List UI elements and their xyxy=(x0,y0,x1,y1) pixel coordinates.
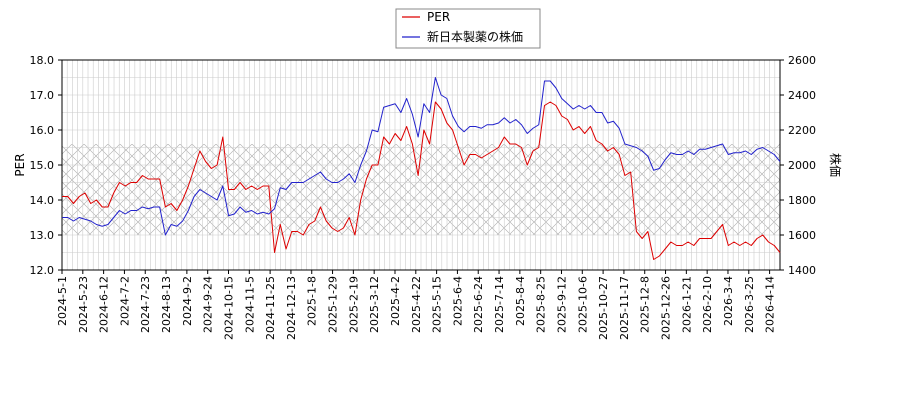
legend-box xyxy=(395,8,541,49)
x-tick-label: 2025-1-29 xyxy=(327,276,340,333)
x-tick-label: 2025-8-25 xyxy=(535,276,548,333)
x-tick-label: 2024-6-12 xyxy=(98,276,111,333)
per-series-line xyxy=(62,101,781,260)
x-tick-label: 2026-3-4 xyxy=(722,276,735,326)
x-tick-label: 2024-12-13 xyxy=(285,276,298,340)
x-tick-label: 2025-3-12 xyxy=(368,276,381,333)
y-left-tick-label: 17.0 xyxy=(30,89,55,102)
x-tick-label: 2025-6-24 xyxy=(472,276,485,333)
x-tick-label: 2024-9-24 xyxy=(202,276,215,333)
x-tick-label: 2025-8-4 xyxy=(514,276,527,326)
x-tick-label: 2024-11-25 xyxy=(264,276,277,340)
y-left-axis-label: PER xyxy=(13,153,27,176)
x-tick-label: 2026-4-14 xyxy=(764,276,777,333)
x-tick-label: 2025-12-8 xyxy=(639,276,652,333)
price-series-line xyxy=(62,77,781,236)
x-tick-label: 2024-5-23 xyxy=(77,276,90,333)
y-left-tick-label: 13.0 xyxy=(30,229,55,242)
y-right-tick-label: 2400 xyxy=(788,89,816,102)
y-right-tick-label: 2600 xyxy=(788,54,816,67)
y-right-axis-label: 株価 xyxy=(828,153,843,177)
x-tick-label: 2024-9-2 xyxy=(181,276,194,326)
x-tick-label: 2024-5-1 xyxy=(56,276,69,326)
x-tick-label: 2025-12-26 xyxy=(660,276,673,340)
x-tick-label: 2025-7-14 xyxy=(493,276,506,333)
x-tick-label: 2024-8-13 xyxy=(160,276,173,333)
x-tick-label: 2025-1-8 xyxy=(306,276,319,326)
legend: PER 新日本製薬の株価 xyxy=(395,8,541,49)
y-right-tick-label: 2000 xyxy=(788,159,816,172)
x-tick-label: 2025-9-12 xyxy=(555,276,568,333)
y-right-tick-label: 1400 xyxy=(788,264,816,277)
y-right-tick-label: 1600 xyxy=(788,229,816,242)
legend-label-per: PER xyxy=(427,10,450,24)
x-tick-label: 2025-10-27 xyxy=(597,276,610,340)
y-right-tick-label: 2200 xyxy=(788,124,816,137)
x-tick-label: 2026-2-10 xyxy=(701,276,714,333)
y-left-tick-label: 12.0 xyxy=(30,264,55,277)
plot-area: 12.0 13.0 14.0 15.0 16.0 17.0 18.0 1400 1600 1800… xyxy=(30,54,817,340)
legend-label-price: 新日本製薬の株価 xyxy=(427,29,523,44)
y-left-tick-label: 16.0 xyxy=(30,124,55,137)
x-tick-label: 2025-4-22 xyxy=(410,276,423,333)
x-tick-label: 2025-10-6 xyxy=(576,276,589,333)
y-left-tick-label: 14.0 xyxy=(30,194,55,207)
x-tick-label: 2024-7-2 xyxy=(118,276,131,326)
x-tick-label: 2025-5-15 xyxy=(431,276,444,333)
y-left-tick-label: 15.0 xyxy=(30,159,55,172)
x-tick-label: 2025-11-17 xyxy=(618,276,631,340)
x-tick-label: 2026-1-21 xyxy=(680,276,693,333)
x-tick-label: 2025-4-2 xyxy=(389,276,402,326)
x-tick-label: 2026-3-25 xyxy=(743,276,756,333)
x-tick-label: 2024-7-23 xyxy=(139,276,152,333)
y-left-tick-label: 18.0 xyxy=(30,54,55,67)
x-tick-label: 2025-6-4 xyxy=(451,276,464,326)
x-tick-label: 2024-10-15 xyxy=(222,276,235,340)
x-tick-label: 2025-2-19 xyxy=(347,276,360,333)
x-tick-label: 2024-11-5 xyxy=(243,276,256,333)
y-right-tick-label: 1800 xyxy=(788,194,816,207)
